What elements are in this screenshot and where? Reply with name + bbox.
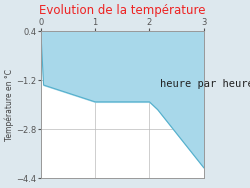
Title: Evolution de la température: Evolution de la température xyxy=(39,4,205,17)
Text: heure par heure: heure par heure xyxy=(160,79,250,89)
Y-axis label: Température en °C: Température en °C xyxy=(4,69,14,141)
